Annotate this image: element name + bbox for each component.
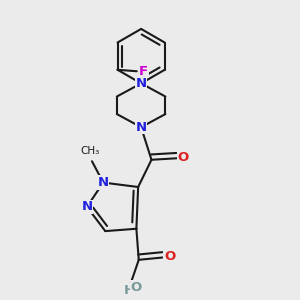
Text: N: N (136, 121, 147, 134)
Text: N: N (136, 77, 147, 90)
Text: N: N (81, 200, 92, 213)
Text: F: F (139, 65, 148, 78)
Text: O: O (178, 151, 189, 164)
Text: N: N (98, 176, 109, 189)
Text: O: O (131, 280, 142, 294)
Text: H: H (123, 284, 134, 297)
Text: CH₃: CH₃ (81, 146, 100, 156)
Text: O: O (164, 250, 175, 263)
